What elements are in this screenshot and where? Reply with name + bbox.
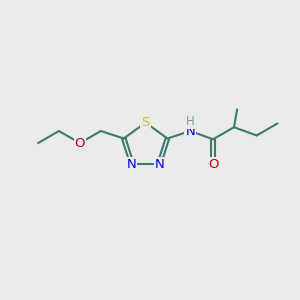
Text: N: N (155, 158, 164, 171)
Text: O: O (208, 158, 218, 171)
Text: N: N (127, 158, 136, 171)
Text: O: O (75, 136, 85, 150)
Text: N: N (185, 124, 195, 137)
Text: H: H (186, 115, 195, 128)
Text: S: S (141, 116, 150, 128)
